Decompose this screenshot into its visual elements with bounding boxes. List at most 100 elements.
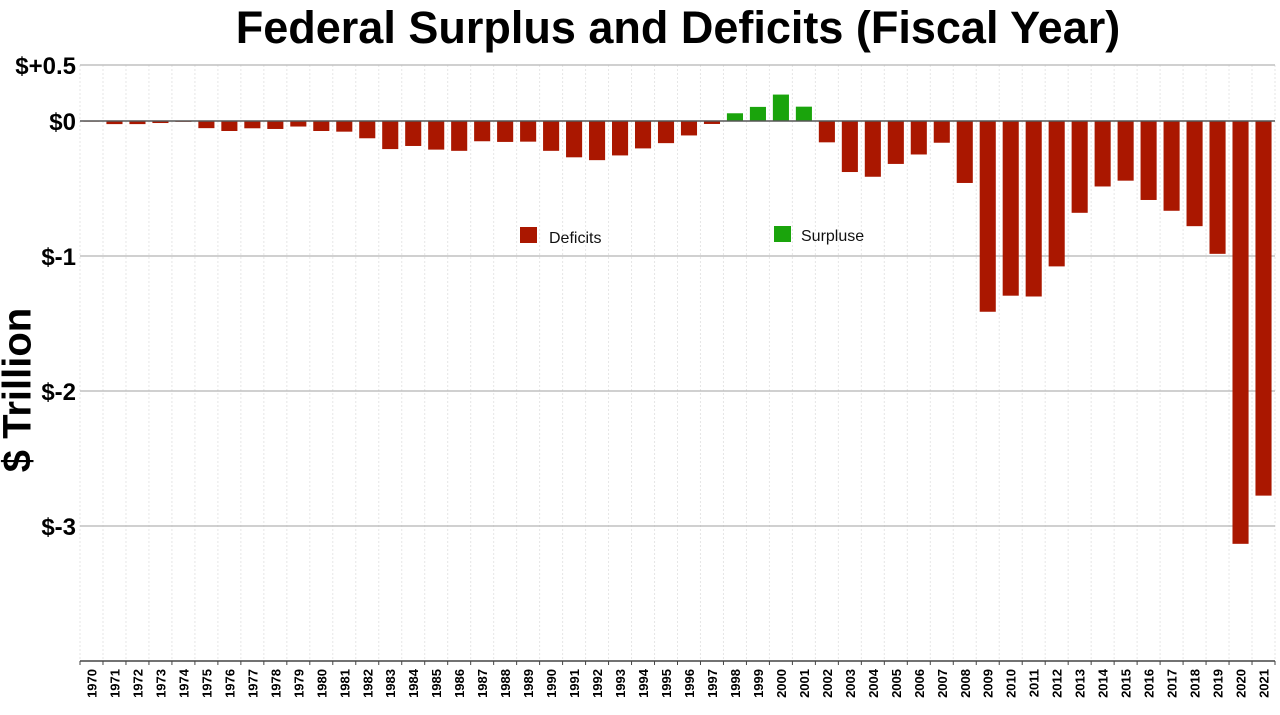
deficit-bar-1975 <box>198 121 215 129</box>
deficit-bar-1987 <box>474 121 491 142</box>
x-tick-label: 2015 <box>1119 669 1134 698</box>
deficit-bar-1992 <box>589 121 606 161</box>
deficit-bar-2007 <box>933 121 950 143</box>
x-tick-label: 1992 <box>590 669 605 698</box>
y-tick-label: $-2 <box>41 379 76 406</box>
x-tick-label: 2018 <box>1188 669 1203 698</box>
y-tick-label: $+0.5 <box>15 53 76 80</box>
x-tick-label: 1976 <box>222 669 237 698</box>
x-tick-label: 1974 <box>176 668 191 698</box>
x-tick-label: 1988 <box>498 669 513 698</box>
deficit-bar-1982 <box>359 121 376 139</box>
deficit-bar-1990 <box>543 121 560 151</box>
deficit-bar-2002 <box>818 121 835 143</box>
x-tick-label: 1991 <box>567 669 582 698</box>
x-tick-label: 1970 <box>84 669 99 698</box>
x-axis: 1970 1971 1972 1973 1974 1975 1976 1977 1978 1979… <box>79 660 1276 698</box>
x-tick-label: 2001 <box>797 669 812 698</box>
x-tick-label: 2011 <box>1027 669 1042 697</box>
y-axis-ticks: $+0.5 $0 $-1 $-2 $-3 <box>15 53 76 541</box>
deficit-bar-2010 <box>1002 121 1019 296</box>
x-tick-label: 1995 <box>659 669 674 698</box>
deficit-bar-1984 <box>405 121 422 146</box>
deficit-bar-2005 <box>887 121 904 164</box>
x-tick-label: 2014 <box>1096 668 1111 698</box>
deficit-bar-1994 <box>634 121 652 149</box>
x-tick-label: 2008 <box>958 669 973 698</box>
x-tick-label: 1989 <box>521 669 536 698</box>
y-tick-label: $0 <box>49 109 76 136</box>
deficit-bar-1979 <box>290 121 307 127</box>
deficit-bar-1972 <box>129 121 146 125</box>
legend-label-surpluse: Surpluse <box>801 228 864 245</box>
deficit-bar-2014 <box>1094 121 1111 187</box>
vertical-gridlines <box>79 65 1276 661</box>
x-tick-label: 2010 <box>1004 669 1019 698</box>
x-tick-label: 2016 <box>1142 669 1157 698</box>
surplus-bar-1998 <box>726 113 743 121</box>
x-tick-label: 1975 <box>199 669 214 698</box>
x-tick-label: 1973 <box>153 669 168 698</box>
deficit-bar-2009 <box>979 121 996 312</box>
deficit-bar-1985 <box>428 121 445 150</box>
deficit-bar-1981 <box>336 121 353 132</box>
x-tick-label: 1993 <box>613 669 628 698</box>
deficit-bar-1971 <box>106 121 123 125</box>
deficit-bar-2021 <box>1255 121 1272 496</box>
deficit-bar-1989 <box>520 121 537 142</box>
x-tick-label: 1980 <box>314 669 329 698</box>
deficit-bar-2017 <box>1163 121 1180 211</box>
x-tick-label: 1999 <box>751 669 766 698</box>
legend-label-deficits: Deficits <box>549 230 601 247</box>
x-tick-label: 1977 <box>245 669 260 698</box>
x-tick-label: 1983 <box>383 669 398 698</box>
y-tick-label: $-1 <box>41 244 76 271</box>
surplus-bar-2001 <box>795 106 812 121</box>
deficit-bar-1993 <box>612 121 629 156</box>
x-tick-label: 2002 <box>820 669 835 698</box>
deficit-bar-1988 <box>497 121 514 142</box>
x-tick-label: 2006 <box>912 669 927 698</box>
deficit-bar-1973 <box>152 121 169 124</box>
deficit-bar-2019 <box>1209 121 1226 254</box>
surplus-bar-1999 <box>749 106 766 121</box>
deficit-bar-1978 <box>267 121 284 129</box>
deficit-bar-2012 <box>1048 121 1065 267</box>
deficit-bar-2016 <box>1140 121 1157 200</box>
chart-title: Federal Surplus and Deficits (Fiscal Yea… <box>235 2 1121 53</box>
bars <box>83 94 1272 544</box>
x-tick-label: 2005 <box>889 669 904 698</box>
x-tick-label: 2009 <box>981 669 996 698</box>
deficit-bar-1977 <box>244 121 261 129</box>
y-tick-label: $-3 <box>41 514 76 541</box>
x-tick-label: 1994 <box>636 668 651 698</box>
deficit-bar-1997 <box>703 121 721 124</box>
x-tick-label: 1971 <box>107 669 122 698</box>
x-tick-label: 2020 <box>1234 669 1249 698</box>
legend-swatch-deficits <box>520 227 537 243</box>
legend: Deficits Surpluse <box>520 226 864 247</box>
x-tick-label: 2004 <box>866 668 881 698</box>
x-tick-label: 1990 <box>544 669 559 698</box>
x-tick-label: 1996 <box>682 669 697 698</box>
x-tick-label: 2007 <box>935 669 950 698</box>
x-tick-label: 2017 <box>1165 669 1180 698</box>
x-tick-label: 2012 <box>1050 669 1065 698</box>
x-tick-label: 1979 <box>291 669 306 698</box>
x-tick-label: 2021 <box>1257 669 1272 698</box>
x-tick-label: 2000 <box>774 669 789 698</box>
x-tick-label: 1972 <box>130 669 145 698</box>
x-tick-label: 1997 <box>705 669 720 698</box>
deficit-bar-2020 <box>1232 121 1249 544</box>
deficit-bar-1980 <box>313 121 330 131</box>
deficit-bar-2003 <box>841 121 858 173</box>
deficit-bar-1991 <box>566 121 583 158</box>
deficit-bar-1986 <box>451 121 468 151</box>
x-tick-label: 1982 <box>360 669 375 698</box>
x-tick-label: 2003 <box>843 669 858 698</box>
x-tick-label: 1985 <box>429 669 444 698</box>
deficit-bar-2018 <box>1186 121 1203 227</box>
x-tick-label: 1984 <box>406 668 421 698</box>
deficit-bar-1976 <box>221 121 238 131</box>
deficit-bar-1983 <box>382 121 399 150</box>
